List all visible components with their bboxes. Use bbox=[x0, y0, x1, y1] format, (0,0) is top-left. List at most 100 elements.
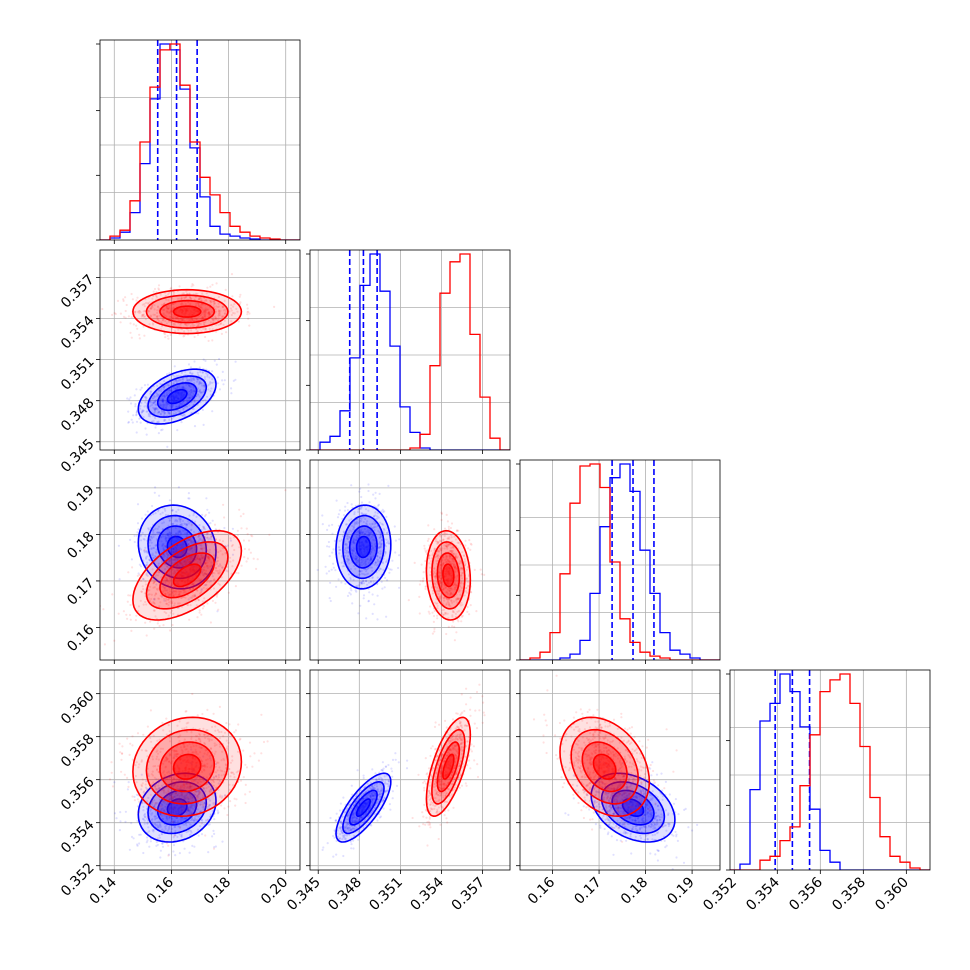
scatter-point-blue bbox=[156, 823, 159, 827]
scatter-point-blue bbox=[374, 561, 377, 564]
scatter-point-blue bbox=[175, 532, 178, 535]
scatter-point-red bbox=[463, 558, 466, 561]
scatter-point-blue bbox=[372, 526, 375, 529]
scatter-point-blue bbox=[146, 383, 149, 386]
scatter-point-blue bbox=[157, 788, 160, 791]
scatter-point-blue bbox=[385, 538, 388, 541]
scatter-point-blue bbox=[355, 557, 358, 560]
scatter-point-red bbox=[180, 317, 183, 320]
scatter-point-blue bbox=[176, 397, 179, 400]
scatter-point-blue bbox=[168, 807, 171, 810]
scatter-point-blue bbox=[180, 393, 183, 396]
scatter-point-blue bbox=[170, 532, 173, 535]
scatter-point-red bbox=[446, 560, 449, 563]
scatter-point-red bbox=[149, 585, 152, 588]
scatter-point-red bbox=[445, 591, 449, 594]
scatter-point-red bbox=[165, 305, 169, 308]
scatter-point-blue bbox=[176, 820, 180, 823]
scatter-point-blue bbox=[346, 557, 349, 560]
scatter-point-blue bbox=[186, 808, 189, 812]
scatter-point-blue bbox=[378, 546, 381, 549]
scatter-point-blue bbox=[174, 834, 177, 837]
scatter-point-blue bbox=[183, 817, 186, 820]
scatter-point-blue bbox=[182, 394, 185, 397]
scatter-point-red bbox=[201, 600, 204, 603]
scatter-point-blue bbox=[145, 841, 148, 844]
scatter-point-red bbox=[445, 603, 448, 606]
scatter-point-red bbox=[181, 319, 184, 322]
scatter-point-red bbox=[443, 611, 447, 615]
scatter-point-red bbox=[215, 305, 218, 308]
scatter-point-red bbox=[451, 552, 454, 555]
scatter-point-blue bbox=[195, 764, 198, 767]
scatter-point-blue bbox=[158, 824, 161, 827]
scatter-point-red bbox=[452, 620, 455, 623]
scatter-point-blue bbox=[162, 388, 165, 391]
scatter-point-red bbox=[455, 529, 458, 533]
scatter-point-red bbox=[196, 556, 199, 559]
scatter-point-blue bbox=[135, 388, 138, 391]
scatter-point-blue bbox=[207, 555, 210, 558]
scatter-point-red bbox=[202, 605, 206, 608]
scatter-point-blue bbox=[163, 394, 166, 397]
scatter-point-red bbox=[442, 613, 445, 616]
scatter-point-blue bbox=[168, 388, 171, 391]
scatter-point-blue bbox=[160, 390, 163, 393]
scatter-point-red bbox=[442, 563, 445, 566]
scatter-point-blue bbox=[199, 382, 202, 385]
scatter-point-red bbox=[457, 589, 460, 592]
scatter-point-blue bbox=[165, 815, 169, 818]
scatter-point-blue bbox=[136, 844, 139, 847]
scatter-point-blue bbox=[173, 396, 176, 399]
scatter-point-blue bbox=[174, 395, 177, 398]
scatter-point-red bbox=[186, 581, 189, 584]
scatter-point-blue bbox=[362, 546, 365, 549]
scatter-point-red bbox=[188, 580, 191, 583]
scatter-point-red bbox=[447, 543, 450, 546]
contour-red bbox=[145, 294, 229, 329]
scatter-point-blue bbox=[202, 808, 205, 811]
scatter-point-red bbox=[210, 564, 213, 567]
scatter-point-red bbox=[188, 618, 191, 621]
scatter-point-red bbox=[423, 547, 426, 550]
scatter-point-red bbox=[172, 612, 175, 616]
scatter-point-blue bbox=[190, 523, 193, 526]
scatter-point-red bbox=[221, 553, 224, 556]
scatter-point-blue bbox=[179, 820, 183, 823]
scatter-point-red bbox=[447, 617, 450, 620]
scatter-point-blue bbox=[361, 580, 364, 583]
scatter-point-red bbox=[209, 621, 212, 624]
scatter-point-blue bbox=[161, 845, 165, 848]
scatter-point-red bbox=[465, 577, 468, 580]
scatter-point-red bbox=[192, 568, 195, 571]
scatter-point-blue bbox=[181, 519, 185, 523]
scatter-point-blue bbox=[200, 810, 203, 813]
scatter-point-red bbox=[447, 577, 450, 581]
scatter-point-blue bbox=[377, 559, 380, 562]
scatter-point-blue bbox=[358, 581, 361, 584]
scatter-point-blue bbox=[347, 535, 350, 538]
scatter-point-red bbox=[214, 601, 217, 604]
scatter-point-red bbox=[451, 610, 454, 614]
scatter-point-blue bbox=[157, 510, 160, 513]
scatter-point-red bbox=[137, 605, 141, 608]
scatter-point-blue bbox=[139, 407, 142, 410]
scatter-point-red bbox=[206, 564, 209, 568]
scatter-point-blue bbox=[180, 806, 183, 809]
scatter-point-blue bbox=[141, 531, 144, 535]
scatter-point-red bbox=[435, 602, 438, 605]
scatter-point-blue bbox=[172, 550, 175, 554]
scatter-point-blue bbox=[136, 531, 139, 534]
scatter-point-red bbox=[459, 604, 462, 607]
scatter-point-blue bbox=[344, 546, 347, 550]
scatter-point-blue bbox=[195, 790, 198, 793]
scatter-point-red bbox=[216, 306, 219, 309]
scatter-point-blue bbox=[154, 544, 157, 547]
scatter-point-red bbox=[173, 572, 176, 575]
scatter-point-blue bbox=[148, 544, 151, 547]
scatter-point-red bbox=[214, 315, 217, 318]
scatter-point-blue bbox=[197, 383, 201, 386]
scatter-point-blue bbox=[189, 833, 192, 836]
scatter-point-red bbox=[201, 308, 204, 311]
scatter-point-red bbox=[169, 593, 172, 596]
